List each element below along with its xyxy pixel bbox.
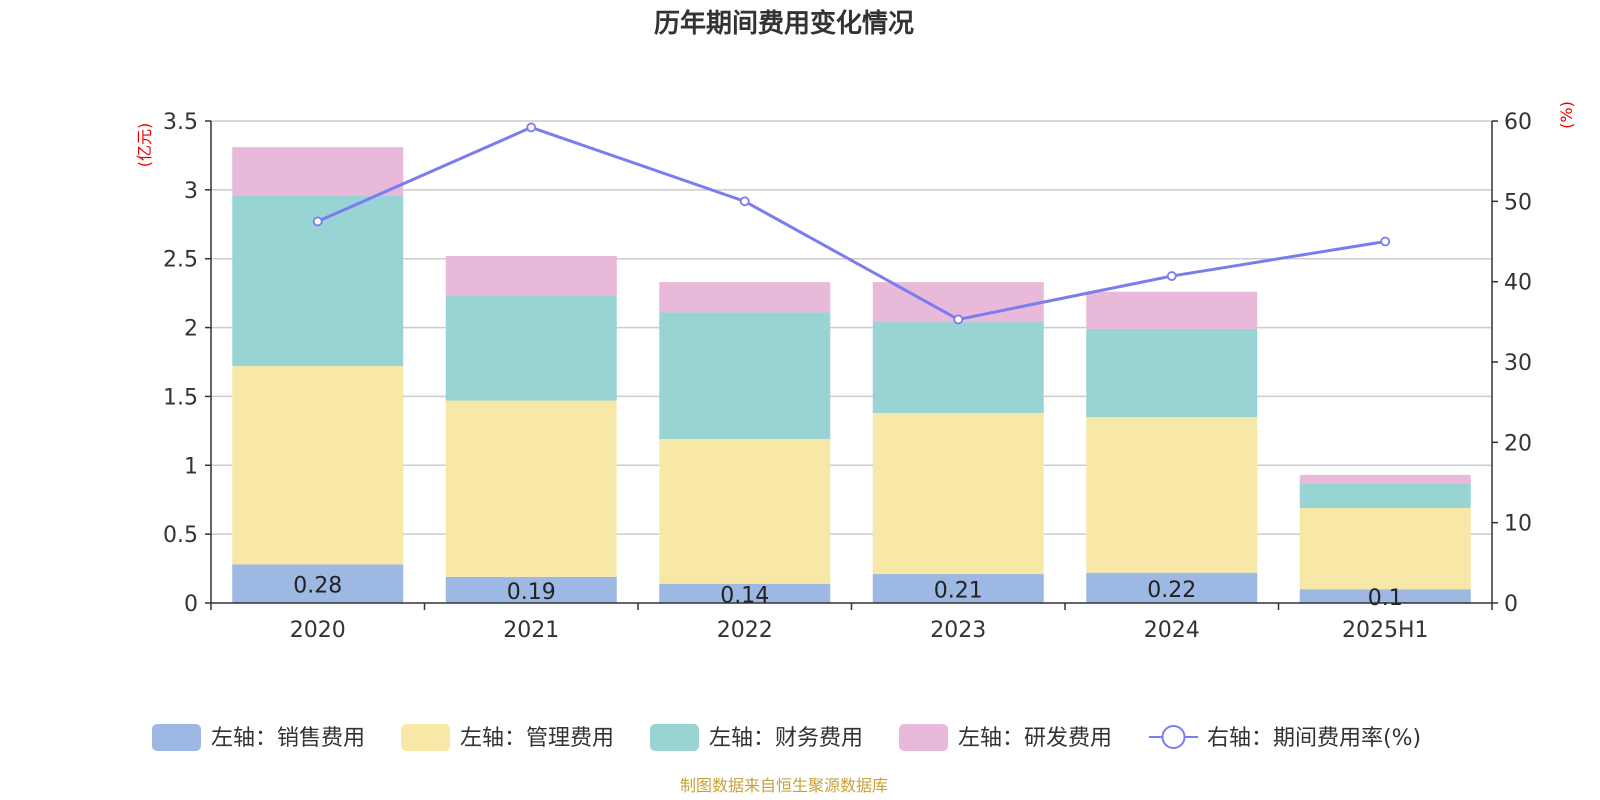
bar-segment[interactable] [1299, 474, 1471, 484]
left-axis-tick-label: 0 [184, 592, 198, 617]
left-axis-tick-label: 2 [184, 317, 198, 342]
rate-line-point[interactable] [1380, 236, 1391, 247]
bar-data-labels: 0.28 0.19 0.14 0.21 0.22 0.1 [293, 574, 1402, 611]
bar-segment[interactable] [232, 564, 404, 603]
legend-item[interactable]: 左轴：财务费用 [650, 724, 863, 751]
bar-segment[interactable] [445, 295, 617, 401]
right-axis-tick-label: 60 [1504, 110, 1532, 135]
legend-item[interactable]: 左轴：管理费用 [401, 724, 614, 751]
legend[interactable]: 左轴：销售费用 左轴：管理费用 左轴：财务费用 左轴：研发费用 右轴：期间费用率(%) [152, 724, 1421, 751]
x-axis-tick-label: 2024 [1144, 618, 1200, 643]
bar-segment[interactable] [445, 400, 617, 577]
bar-segment[interactable] [1086, 291, 1258, 329]
bar-data-label: 0.14 [720, 583, 769, 608]
x-axis-tick-label: 2021 [503, 618, 559, 643]
x-axis-tick-label: 2022 [717, 618, 773, 643]
right-axis-tick-label: 10 [1504, 512, 1532, 537]
x-axis-tick-label: 2020 [290, 618, 346, 643]
legend-marker [1161, 725, 1186, 749]
legend-item[interactable]: 右轴：期间费用率(%) [1149, 725, 1421, 751]
left-axis-tick-label: 3.5 [163, 110, 198, 135]
bar-segment[interactable] [1299, 507, 1471, 590]
bar-data-label: 0.21 [934, 579, 983, 604]
left-axis-tick-label: 1.5 [163, 385, 198, 410]
bar-segment[interactable] [445, 576, 617, 603]
rate-line-point[interactable] [312, 216, 323, 227]
right-axis-tick-label: 0 [1504, 592, 1518, 617]
legend-swatch [899, 724, 948, 751]
bar-segment[interactable] [232, 366, 404, 565]
legend-label: 左轴：研发费用 [958, 726, 1112, 751]
stacked-bars [232, 147, 1471, 603]
rate-line-point[interactable] [1166, 271, 1177, 281]
rate-line [312, 122, 1391, 325]
bar-segment[interactable] [872, 574, 1044, 603]
legend-label: 左轴：销售费用 [211, 726, 365, 751]
bar-segment[interactable] [659, 282, 831, 313]
legend-swatch [401, 724, 450, 751]
bar-segment[interactable] [659, 583, 831, 603]
legend-label: 左轴：财务费用 [709, 726, 863, 751]
bar-segment[interactable] [445, 255, 617, 296]
left-axis-unit-label: (亿元) [135, 123, 154, 168]
rate-line-point[interactable] [526, 122, 537, 133]
bar-segment[interactable] [1086, 572, 1258, 603]
bar-segment[interactable] [872, 412, 1044, 575]
legend-swatch [650, 724, 699, 751]
bar-segment[interactable] [1299, 589, 1471, 603]
legend-label: 左轴：管理费用 [460, 726, 614, 751]
left-axis-tick-label: 0.5 [163, 523, 198, 548]
bar-segment[interactable] [1086, 328, 1258, 418]
bar-segment[interactable] [1299, 483, 1471, 508]
bar-data-label: 0.19 [507, 580, 556, 605]
left-axis-tick-label: 1 [184, 454, 198, 479]
right-axis-tick-label: 40 [1504, 271, 1532, 296]
bar-segment[interactable] [232, 147, 404, 196]
left-axis-tick-label: 3 [184, 179, 198, 204]
right-axis-tick-label: 50 [1504, 190, 1532, 215]
bar-data-label: 0.28 [293, 574, 342, 599]
rate-line-point[interactable] [739, 196, 750, 207]
rate-line-point[interactable] [953, 314, 964, 325]
bar-data-label: 0.22 [1147, 578, 1196, 603]
legend-item[interactable]: 左轴：研发费用 [899, 724, 1112, 751]
bar-segment[interactable] [659, 439, 831, 584]
right-axis-tick-label: 20 [1504, 431, 1532, 456]
left-axis-tick-label: 2.5 [163, 248, 198, 273]
legend-label: 右轴：期间费用率(%) [1207, 726, 1421, 751]
x-axis-tick-label: 2025H1 [1342, 618, 1429, 643]
bar-data-label: 0.1 [1368, 586, 1403, 611]
bar-segment[interactable] [1086, 417, 1258, 573]
chart-title: 历年期间费用变化情况 [654, 8, 914, 39]
rate-line-path [317, 125, 1386, 322]
right-axis-unit-label: (%) [1557, 101, 1576, 129]
axes: 0 0.5 1 1.5 2 2.5 3 3.5 0 10 20 30 40 50 60 2020 2021 202… [163, 110, 1532, 643]
legend-swatch [152, 724, 201, 751]
bar-segment[interactable] [872, 322, 1044, 413]
legend-item[interactable]: 左轴：销售费用 [152, 724, 365, 751]
right-axis-tick-label: 30 [1504, 351, 1532, 376]
bar-segment[interactable] [659, 312, 831, 440]
source-note: 制图数据来自恒生聚源数据库 [680, 776, 888, 795]
x-axis-tick-label: 2023 [930, 618, 986, 643]
